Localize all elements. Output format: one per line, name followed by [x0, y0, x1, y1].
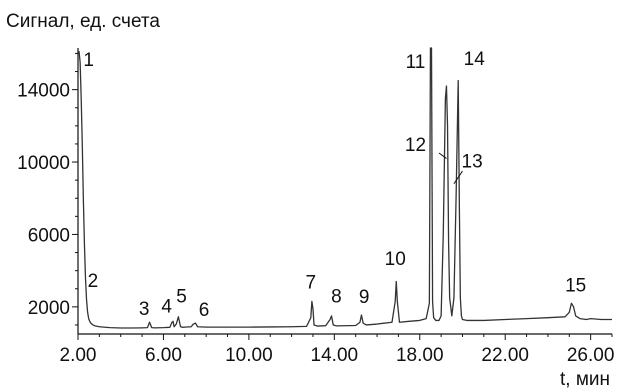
- x-tick-label: 6.00: [145, 345, 182, 366]
- peak-label: 3: [139, 299, 150, 320]
- y-tick-label: 14000: [17, 81, 70, 102]
- signal-trace: [77, 47, 612, 329]
- axes: [77, 48, 612, 335]
- peak-label: 12: [405, 135, 426, 156]
- y-tick-label: 2000: [28, 298, 70, 319]
- peak-leader-lines: [438, 152, 463, 185]
- y-axis-label: Сигнал, ед. счета: [6, 11, 160, 32]
- x-tick-label: 26.00: [567, 345, 615, 366]
- peak-label: 2: [88, 271, 99, 292]
- x-tick-label: 2.00: [60, 345, 97, 366]
- x-tick-label: 18.00: [396, 345, 444, 366]
- x-tick-label: 22.00: [481, 345, 529, 366]
- peak-label: 6: [199, 300, 210, 321]
- y-axis-ticks: 2000 6000 10000 14000: [17, 52, 78, 326]
- peak-label: 10: [385, 249, 406, 270]
- x-tick-label: 10.00: [225, 345, 273, 366]
- peak-label: 8: [331, 286, 342, 307]
- y-tick-label: 6000: [28, 225, 70, 246]
- peak-label: 5: [176, 286, 187, 307]
- peak-label: 4: [161, 296, 172, 317]
- peak-label: 11: [406, 52, 426, 73]
- peak-leader-line: [453, 170, 463, 185]
- peak-label: 15: [565, 275, 586, 296]
- peak-label: 14: [464, 49, 486, 70]
- peak-label: 9: [359, 287, 370, 308]
- peak-leader-line: [438, 152, 447, 159]
- peak-label: 1: [83, 50, 94, 71]
- x-axis-ticks: 2.00 6.00 10.00 14.00 18.00 22.00 26.00: [60, 334, 615, 366]
- x-tick-label: 14.00: [311, 345, 359, 366]
- peak-label: 7: [306, 273, 317, 294]
- x-axis-label: t, мин: [560, 369, 610, 390]
- y-tick-label: 10000: [17, 153, 70, 174]
- peak-label: 13: [462, 151, 483, 172]
